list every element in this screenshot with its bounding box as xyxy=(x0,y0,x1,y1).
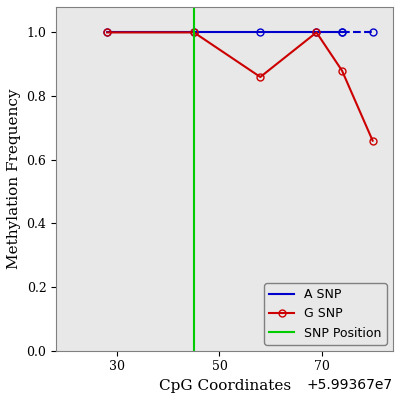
Y-axis label: Methylation Frequency: Methylation Frequency xyxy=(7,89,21,269)
X-axis label: CpG Coordinates: CpG Coordinates xyxy=(158,379,291,393)
Legend: A SNP, G SNP, SNP Position: A SNP, G SNP, SNP Position xyxy=(264,283,387,344)
